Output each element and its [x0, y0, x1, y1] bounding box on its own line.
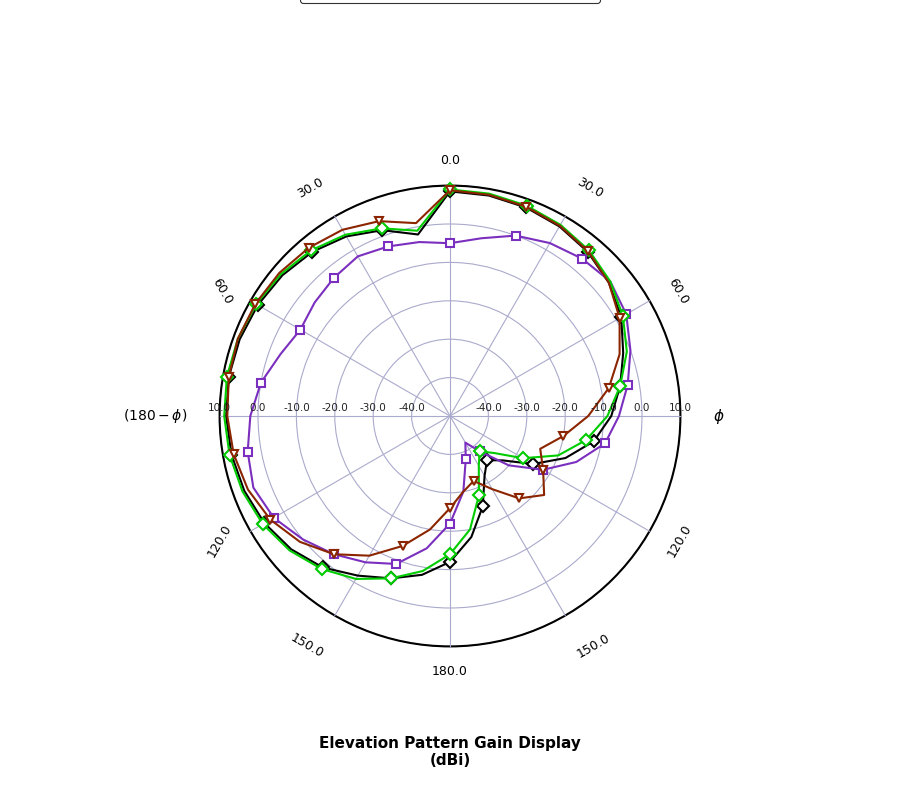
Text: -40.0: -40.0 [475, 403, 502, 414]
Text: 30.0: 30.0 [295, 175, 326, 201]
Text: 120.0: 120.0 [665, 522, 695, 559]
Text: 180.0: 180.0 [432, 665, 468, 678]
Text: -10.0: -10.0 [283, 403, 310, 414]
Legend: f=1.575(GHz), E-left, phi=0 (deg), f=1.575(GHz), E-left, phi=90 (deg), f=1.575(G: f=1.575(GHz), E-left, phi=0 (deg), f=1.5… [300, 0, 600, 2]
Text: 10.0: 10.0 [669, 403, 692, 414]
Text: 60.0: 60.0 [210, 276, 235, 307]
Text: -20.0: -20.0 [552, 403, 579, 414]
Text: $\phi$: $\phi$ [713, 406, 725, 426]
Text: 60.0: 60.0 [665, 276, 690, 307]
Text: -30.0: -30.0 [513, 403, 540, 414]
Text: -20.0: -20.0 [321, 403, 348, 414]
Text: $(180-\phi)$: $(180-\phi)$ [123, 407, 187, 425]
Text: 150.0: 150.0 [574, 631, 612, 661]
Text: -10.0: -10.0 [590, 403, 617, 414]
Text: 0.0: 0.0 [440, 154, 460, 167]
Text: 10.0: 10.0 [208, 403, 231, 414]
Text: 150.0: 150.0 [288, 631, 326, 661]
Text: 0.0: 0.0 [250, 403, 266, 414]
Text: -30.0: -30.0 [360, 403, 387, 414]
Text: Elevation Pattern Gain Display
(dBi): Elevation Pattern Gain Display (dBi) [320, 736, 580, 768]
Text: 30.0: 30.0 [574, 175, 605, 201]
Text: -40.0: -40.0 [398, 403, 425, 414]
Text: 0.0: 0.0 [634, 403, 650, 414]
Text: 120.0: 120.0 [205, 522, 235, 559]
